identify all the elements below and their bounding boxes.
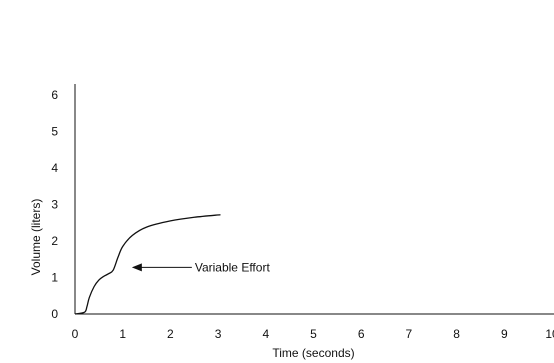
x-tick-label: 2 bbox=[167, 327, 174, 341]
x-tick-label: 8 bbox=[453, 327, 460, 341]
annotation-label: Variable Effort bbox=[195, 260, 271, 274]
y-tick-label: 4 bbox=[51, 161, 58, 175]
volume-series-line bbox=[74, 214, 221, 315]
x-tick-label: 7 bbox=[406, 327, 413, 341]
y-axis-label: Volume (liters) bbox=[29, 199, 43, 276]
y-tick-label: 1 bbox=[51, 271, 58, 285]
x-tick-label: 4 bbox=[262, 327, 269, 341]
x-tick-label: 1 bbox=[119, 327, 126, 341]
series-layer bbox=[74, 214, 221, 315]
y-tick-label: 2 bbox=[51, 234, 58, 248]
y-tick-label: 5 bbox=[51, 125, 58, 139]
y-tick-label: 0 bbox=[51, 307, 58, 321]
x-tick-labels: 0 1 2 3 4 5 6 7 8 9 10 bbox=[72, 327, 554, 341]
annotation-arrow-head bbox=[131, 263, 142, 272]
y-tick-label: 3 bbox=[51, 198, 58, 212]
axes bbox=[74, 84, 554, 315]
y-tick-labels: 0 1 2 3 4 5 6 bbox=[51, 88, 58, 321]
x-tick-label: 10 bbox=[545, 327, 554, 341]
x-tick-label: 0 bbox=[72, 327, 79, 341]
annotation-layer: Variable Effort bbox=[131, 260, 271, 274]
x-tick-label: 9 bbox=[501, 327, 508, 341]
y-tick-label: 6 bbox=[51, 88, 58, 102]
x-axis-label: Time (seconds) bbox=[272, 346, 354, 360]
x-tick-label: 3 bbox=[215, 327, 222, 341]
x-tick-label: 5 bbox=[310, 327, 317, 341]
x-tick-label: 6 bbox=[358, 327, 365, 341]
